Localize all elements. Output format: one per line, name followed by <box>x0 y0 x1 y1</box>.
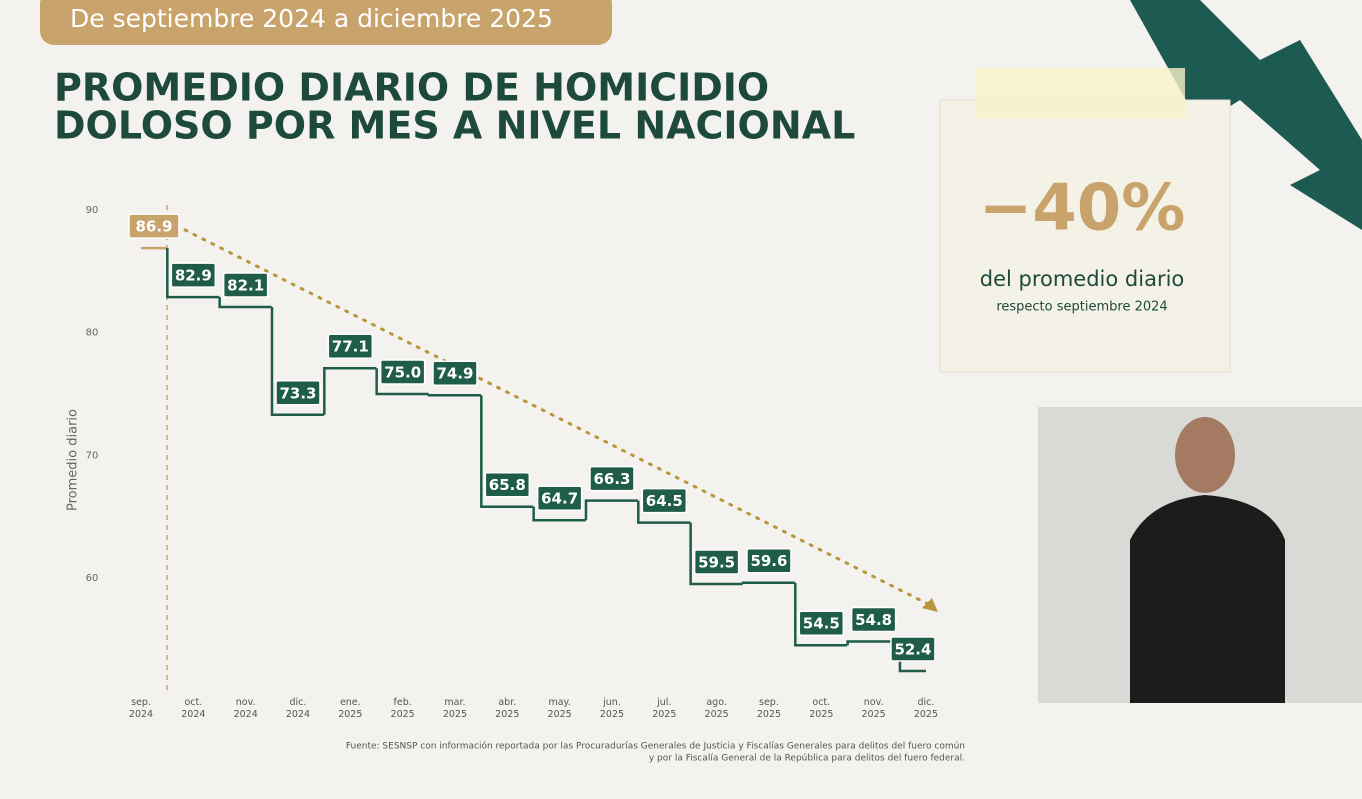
value-label-box <box>589 465 635 492</box>
step-segment <box>532 506 586 522</box>
step-segment <box>270 306 324 417</box>
tape <box>975 68 1185 118</box>
value-label: 59.5 <box>698 553 735 571</box>
value-label-box <box>327 333 374 359</box>
step-segment <box>794 582 848 647</box>
value-label-box <box>379 359 426 385</box>
value-label-box <box>746 547 792 574</box>
subtitle-badge <box>40 0 612 45</box>
y-tick-label: 70 <box>86 450 99 461</box>
value-label-box <box>170 262 217 288</box>
y-axis-label: Promedio diario <box>66 409 81 511</box>
step-segment <box>584 499 638 521</box>
title-line: PROMEDIO DIARIO DE HOMICIDIO <box>54 66 769 110</box>
value-label: 75.0 <box>384 363 421 381</box>
step-segment <box>637 500 691 524</box>
value-label: 54.8 <box>855 611 892 629</box>
x-tick-label: abr. 2025 <box>495 697 519 720</box>
x-tick-label: jun. 2025 <box>600 697 624 720</box>
step-segment <box>480 395 534 508</box>
value-label-box <box>275 380 321 406</box>
value-label-box <box>536 485 583 511</box>
x-tick-label: nov. 2024 <box>234 697 258 720</box>
x-tick-label: ene. 2025 <box>338 697 362 720</box>
value-label: 82.9 <box>175 267 212 285</box>
y-tick-label: 90 <box>86 205 99 216</box>
value-label: 59.6 <box>750 552 787 570</box>
x-tick-label: sep. 2024 <box>129 697 153 720</box>
callout-card <box>939 99 1231 373</box>
value-label-box <box>693 549 740 575</box>
callout-text: del promedio diario <box>980 267 1185 291</box>
source: Fuente: SESNSP con información reportada… <box>346 741 965 752</box>
step-segment <box>323 366 377 415</box>
trend-line <box>183 228 930 606</box>
step-segment <box>427 393 481 397</box>
value-label-box <box>798 610 845 636</box>
x-tick-label: dic. 2024 <box>286 697 310 720</box>
value-label: 74.9 <box>436 365 473 383</box>
x-tick-label: may. 2025 <box>548 697 572 720</box>
step-segment <box>218 297 272 309</box>
x-tick-label: sep. 2025 <box>757 697 781 720</box>
value-label: 86.9 <box>135 218 172 236</box>
x-tick-label: mar. 2025 <box>443 697 467 720</box>
value-label: 82.1 <box>227 276 264 294</box>
value-label-box <box>222 272 269 298</box>
value-label: 64.5 <box>646 492 683 510</box>
callout-note: respecto septiembre 2024 <box>996 300 1167 315</box>
x-tick-label: jul. 2025 <box>652 697 676 720</box>
interpreter-head <box>1175 417 1235 493</box>
x-tick-label: oct. 2024 <box>181 697 205 720</box>
step-segment <box>846 640 900 646</box>
trend-arrowhead <box>922 598 938 612</box>
x-tick-label: ago. 2025 <box>705 697 729 720</box>
y-tick-label: 60 <box>86 573 99 584</box>
value-label: 77.1 <box>332 338 369 356</box>
arrow-decoration <box>1130 0 1362 230</box>
subtitle: De septiembre 2024 a diciembre 2025 <box>70 4 553 33</box>
x-tick-label: dic. 2025 <box>914 697 938 720</box>
value-label: 52.4 <box>894 640 931 658</box>
interpreter-body <box>1130 495 1285 703</box>
value-label: 73.3 <box>279 384 316 402</box>
step-segment <box>689 522 743 586</box>
x-tick-label: nov. 2025 <box>862 697 886 720</box>
value-label-box <box>850 606 897 633</box>
value-label: 54.5 <box>803 615 840 633</box>
title-line: DOLOSO POR MES A NIVEL NACIONAL <box>54 104 855 148</box>
y-tick-label: 80 <box>86 328 99 339</box>
x-tick-label: feb. 2025 <box>391 697 415 720</box>
value-label: 64.7 <box>541 490 578 508</box>
value-label-box <box>128 213 180 239</box>
value-label-box <box>484 471 531 498</box>
step-segment <box>741 581 795 584</box>
callout-value: −40% <box>979 172 1186 246</box>
x-tick-label: oct. 2025 <box>809 697 833 720</box>
value-label-box <box>890 636 936 662</box>
value-label-box <box>641 487 688 514</box>
step-segment <box>375 368 429 396</box>
value-label-box <box>432 360 478 386</box>
source: y por la Fiscalía General de la Repúblic… <box>649 754 965 764</box>
value-label: 66.3 <box>593 470 630 488</box>
step-segment <box>166 248 220 299</box>
value-label: 65.8 <box>489 476 526 494</box>
